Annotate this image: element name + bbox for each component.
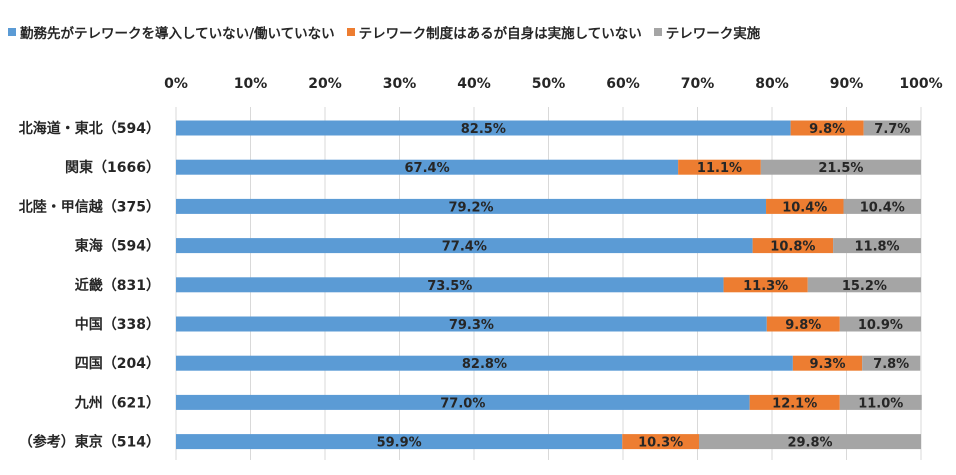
data-label: 9.8% [785, 318, 821, 333]
data-label: 73.5% [427, 279, 472, 294]
legend-item-not-implemented: テレワーク制度はあるが自身は実施していない [346, 22, 642, 42]
data-label: 9.8% [809, 122, 845, 137]
data-label: 9.3% [809, 357, 845, 372]
category-label: （参考）東京（514） [19, 434, 160, 451]
bar-segment [176, 159, 679, 175]
data-label: 7.8% [873, 357, 909, 372]
category-label: 東海（594） [75, 238, 160, 255]
data-label: 82.8% [462, 357, 507, 372]
category-label: 北海道・東北（594） [19, 120, 160, 137]
legend-label: 勤務先がテレワークを導入していない/働いていない [20, 26, 335, 42]
data-label: 15.2% [842, 279, 887, 294]
bar-segment [698, 434, 921, 450]
data-label: 10.8% [770, 240, 815, 255]
legend-item-telework: テレワーク実施 [653, 22, 761, 42]
bar-segment [678, 159, 761, 175]
data-label: 21.5% [818, 161, 863, 176]
bar-segment [176, 120, 791, 136]
data-label: 7.7% [874, 122, 910, 137]
data-label: 79.3% [449, 318, 494, 333]
data-labels: 82.5% 9.8% 7.7% 67.4% 11.1% 21.5% 79.2% 10.4% 10… [377, 122, 911, 451]
bar-segment [176, 198, 767, 214]
data-label: 11.3% [743, 279, 788, 294]
data-label: 10.4% [782, 200, 827, 215]
bar-segment [862, 355, 921, 371]
x-tick-label: 0% [164, 76, 188, 92]
data-label: 10.4% [860, 200, 905, 215]
bar-segment [723, 277, 808, 293]
x-tick-label: 60% [606, 76, 640, 92]
category-label: 四国（204） [75, 356, 160, 372]
category-labels: 北海道・東北（594） 関東（1666） 北陸・甲信越（375） 東海（594） 近畿（… [19, 120, 160, 451]
bar-segment [863, 120, 921, 136]
legend-swatch-gray-icon [653, 28, 662, 36]
bar-segment [176, 394, 750, 410]
x-tick-label: 30% [383, 76, 417, 92]
data-label: 67.4% [405, 161, 450, 176]
category-label: 九州（621） [74, 395, 160, 411]
x-tick-label: 50% [532, 76, 566, 92]
bars [176, 120, 922, 450]
data-label: 77.0% [440, 396, 485, 411]
bar-segment [766, 198, 844, 214]
bar-segment [766, 316, 840, 332]
bar-segment [833, 238, 921, 254]
bar-segment [176, 277, 724, 293]
data-label: 79.2% [448, 200, 493, 215]
category-label: 関東（1666） [65, 159, 160, 176]
category-label: 近畿（831） [75, 277, 160, 294]
bar-segment [839, 394, 922, 410]
bar-segment [843, 198, 921, 214]
bar-segment [176, 355, 793, 371]
x-tick-label: 80% [755, 76, 789, 92]
x-tick-label: 100% [899, 76, 942, 92]
x-axis: 0% 10% 20% 30% 40% 50% 60% 70% 80% 90% 100% [164, 76, 943, 92]
bar-segment [176, 434, 623, 450]
bar-segment [792, 355, 863, 371]
bar-segment [176, 238, 753, 254]
x-tick-label: 10% [234, 76, 268, 92]
data-label: 59.9% [377, 436, 422, 451]
category-label: 北陸・甲信越（375） [19, 198, 160, 215]
bar-segment [807, 277, 921, 293]
legend-label: テレワーク実施 [665, 26, 761, 42]
bar-segment [790, 120, 864, 136]
data-label: 82.5% [461, 122, 506, 137]
data-label: 10.9% [858, 318, 903, 333]
bar-segment [749, 394, 840, 410]
bar-segment [176, 316, 767, 332]
bar-segment [760, 159, 921, 175]
data-label: 11.0% [858, 396, 903, 411]
bar-segment [839, 316, 921, 332]
x-tick-label: 90% [830, 76, 864, 92]
legend-item-no-telework: 勤務先がテレワークを導入していない/働いていない [8, 22, 335, 42]
bar-segment [752, 238, 834, 254]
data-label: 77.4% [442, 240, 487, 255]
x-tick-label: 20% [308, 76, 342, 92]
data-label: 29.8% [787, 436, 832, 451]
data-label: 12.1% [772, 396, 817, 411]
x-tick-label: 40% [457, 76, 491, 92]
legend: 勤務先がテレワークを導入していない/働いていない テレワーク制度はあるが自身は実… [8, 20, 772, 44]
data-label: 11.8% [854, 240, 899, 255]
legend-swatch-blue-icon [8, 28, 16, 36]
bar-segment [622, 434, 699, 450]
legend-swatch-orange-icon [346, 28, 355, 36]
category-label: 中国（338） [75, 316, 160, 333]
data-label: 11.1% [697, 161, 742, 176]
x-tick-label: 70% [681, 76, 715, 92]
data-label: 10.3% [638, 436, 683, 451]
legend-label: テレワーク制度はあるが自身は実施していない [358, 26, 642, 42]
